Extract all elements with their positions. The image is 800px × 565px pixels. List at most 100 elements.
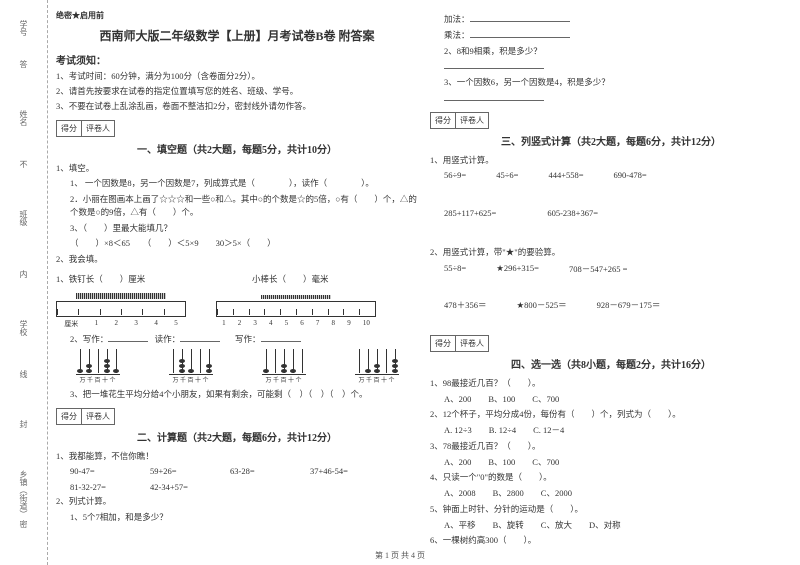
blank-line — [430, 60, 792, 73]
ruler-nums: 厘米 1 2 3 4 5 — [56, 319, 186, 329]
question: 4、只读一个"0"的数是（ ）。 — [430, 471, 792, 484]
notice-item: 3、不要在试卷上乱涂乱画，卷面不整洁扣2分，密封线外请勿作答。 — [56, 101, 418, 113]
ruler-num: 3 — [253, 319, 257, 327]
question: 1、用竖式计算。 — [430, 154, 792, 167]
calc-item: 37+46-54= — [310, 466, 370, 476]
bind-label: 乡镇（街道） — [18, 470, 29, 518]
score-cell: 得分 — [431, 113, 456, 128]
calc-item: 59+26= — [150, 466, 210, 476]
stick-bar — [261, 295, 331, 299]
calc-item: ★296+315= — [496, 263, 539, 275]
score-box: 得分 评卷人 — [430, 335, 489, 352]
ruler-num: 2 — [115, 319, 119, 329]
blank — [444, 60, 544, 69]
blank — [470, 13, 570, 22]
calc-item: 81-32-27= — [70, 482, 130, 492]
score-box: 得分 评卷人 — [56, 408, 115, 425]
label: 乘法： — [444, 30, 470, 40]
abacus-write-row: 2、写作： 读作： 写作： — [56, 333, 418, 346]
spacer — [430, 279, 792, 295]
exam-title: 西南师大版二年级数学【上册】月考试卷B卷 附答案 — [56, 27, 418, 44]
question: 3、（ ）里最大能填几？ — [56, 222, 418, 235]
label: 加法： — [444, 14, 470, 24]
question: 加法： — [430, 13, 792, 26]
read-label: 读作： — [155, 334, 181, 344]
ruler-num: 4 — [154, 319, 158, 329]
calc-grid: 90-47= 59+26= 63-28= 37+46-54= 81-32-27=… — [56, 466, 418, 492]
page-footer: 第 1 页 共 4 页 — [0, 550, 800, 561]
ruler-label: 1、铁钉长（ ）厘米 — [56, 273, 222, 286]
spacer — [430, 184, 792, 204]
notice-header: 考试须知： — [56, 52, 418, 67]
question: 2、我会填。 — [56, 253, 418, 266]
ruler-num: 3 — [134, 319, 138, 329]
vert-calc-row: 55÷8= ★296+315= 708－547+265 = — [430, 263, 792, 275]
calc-item: 478＋356＝ — [444, 299, 487, 311]
score-box: 得分 评卷人 — [430, 112, 489, 129]
blank — [261, 333, 301, 342]
spacer — [430, 315, 792, 331]
notice-item: 2、请首先按要求在试卷的指定位置填写您的姓名、班级、学号。 — [56, 86, 418, 98]
abacus: 万 千 百 十 个 — [262, 349, 306, 384]
section-2-title: 二、计算题（共2大题，每题6分，共计12分） — [56, 429, 418, 444]
abacus-labels: 万 千 百 十 个 — [358, 375, 394, 384]
ruler-nums: 1 2 3 4 5 6 7 8 9 10 — [216, 319, 376, 327]
question: 3、把一堆花生平均分给4个小朋友，如果有剩余，可能剩（ ）（ ）（ ）个。 — [56, 388, 418, 401]
abacus-labels: 万 千 百 十 个 — [79, 375, 115, 384]
question: 1、填空。 — [56, 162, 418, 175]
options: A、平移 B、旋转 C、放大 D、对称 — [430, 519, 792, 532]
question: 3、一个因数6，另一个因数是4，积是多少？ — [430, 76, 792, 89]
options: A. 12÷3 B. 12÷4 C. 12－4 — [430, 424, 792, 437]
question: 2、用竖式计算，带"★"的要验算。 — [430, 246, 792, 259]
ruler-num: 2 — [238, 319, 242, 327]
ruler-num: 厘米 — [64, 319, 78, 329]
options: A、200 B、100 C、700 — [430, 393, 792, 406]
abacus-labels: 万 千 百 十 个 — [265, 375, 301, 384]
question: 1、 一个因数是8，另一个因数是7，列成算式是（ ），读作（ ）。 — [56, 177, 418, 190]
calc-item: 56÷9= — [444, 170, 466, 180]
question: 3、78最接近几百？（ ）。 — [430, 440, 792, 453]
blank — [180, 333, 220, 342]
blank-line — [430, 92, 792, 105]
question: 2、12个杯子，平均分成4份，每份有（ ）个，列式为（ ）。 — [430, 408, 792, 421]
abacus-frame — [76, 349, 120, 375]
ruler-num: 5 — [285, 319, 289, 327]
question: 1、98最接近几百？（ ）。 — [430, 377, 792, 390]
abacus-frame — [355, 349, 399, 375]
content-area: 绝密★启用前 西南师大版二年级数学【上册】月考试卷B卷 附答案 考试须知： 1、… — [48, 0, 800, 565]
bind-label: 学校 — [18, 320, 29, 336]
question: 1、5个7相加，和是多少？ — [56, 511, 418, 524]
write-label: 2、写作： — [70, 334, 108, 344]
score-box: 得分 评卷人 — [56, 120, 115, 137]
question: 乘法： — [430, 29, 792, 42]
ruler-scale — [56, 301, 186, 317]
calc-item: 928－679－175＝ — [597, 299, 661, 311]
confidential-label: 绝密★启用前 — [56, 10, 418, 21]
bind-label: 班级 — [18, 210, 29, 226]
abacus-row: 万 千 百 十 个 万 千 百 十 个 — [56, 349, 418, 384]
binding-margin: 学号 答 姓名 不 班级 内 学校 线 封 乡镇（街道） 密 — [0, 0, 48, 565]
question: 5、钟面上时针、分针的运动是（ ）。 — [430, 503, 792, 516]
options: A、200 B、100 C、700 — [430, 456, 792, 469]
ruler-scale — [216, 301, 376, 317]
bind-label: 学号 — [18, 20, 29, 36]
exam-page: 学号 答 姓名 不 班级 内 学校 线 封 乡镇（街道） 密 绝密★启用前 西南… — [0, 0, 800, 565]
ruler-1: 厘米 1 2 3 4 5 — [56, 293, 186, 329]
score-cell: 评卷人 — [456, 113, 488, 128]
ruler-num: 4 — [269, 319, 273, 327]
section-1-title: 一、填空题（共2大题，每题5分，共计10分） — [56, 141, 418, 156]
ruler-num: 6 — [300, 319, 304, 327]
ruler-num: 10 — [363, 319, 370, 327]
calc-item: 55÷8= — [444, 263, 466, 275]
question: 2、列式计算。 — [56, 495, 418, 508]
score-cell: 得分 — [57, 121, 82, 136]
ruler-label: 小棒长（ ）毫米 — [252, 273, 418, 286]
bind-dot: 内 — [18, 270, 29, 278]
vert-calc-row: 56÷9= 45÷6= 444+558= 690-478= — [430, 170, 792, 180]
notice-item: 1、考试时间：60分钟，满分为100分（含卷面分2分）。 — [56, 71, 418, 83]
question: 2．小丽在图画本上画了☆☆☆和一些○和△。其中○的个数是☆的5倍，○有（ ）个，… — [56, 193, 418, 219]
abacus: 万 千 百 十 个 — [169, 349, 213, 384]
bind-dot: 答 — [18, 60, 29, 68]
nail-bar — [76, 293, 166, 299]
bind-dot: 线 — [18, 370, 29, 378]
